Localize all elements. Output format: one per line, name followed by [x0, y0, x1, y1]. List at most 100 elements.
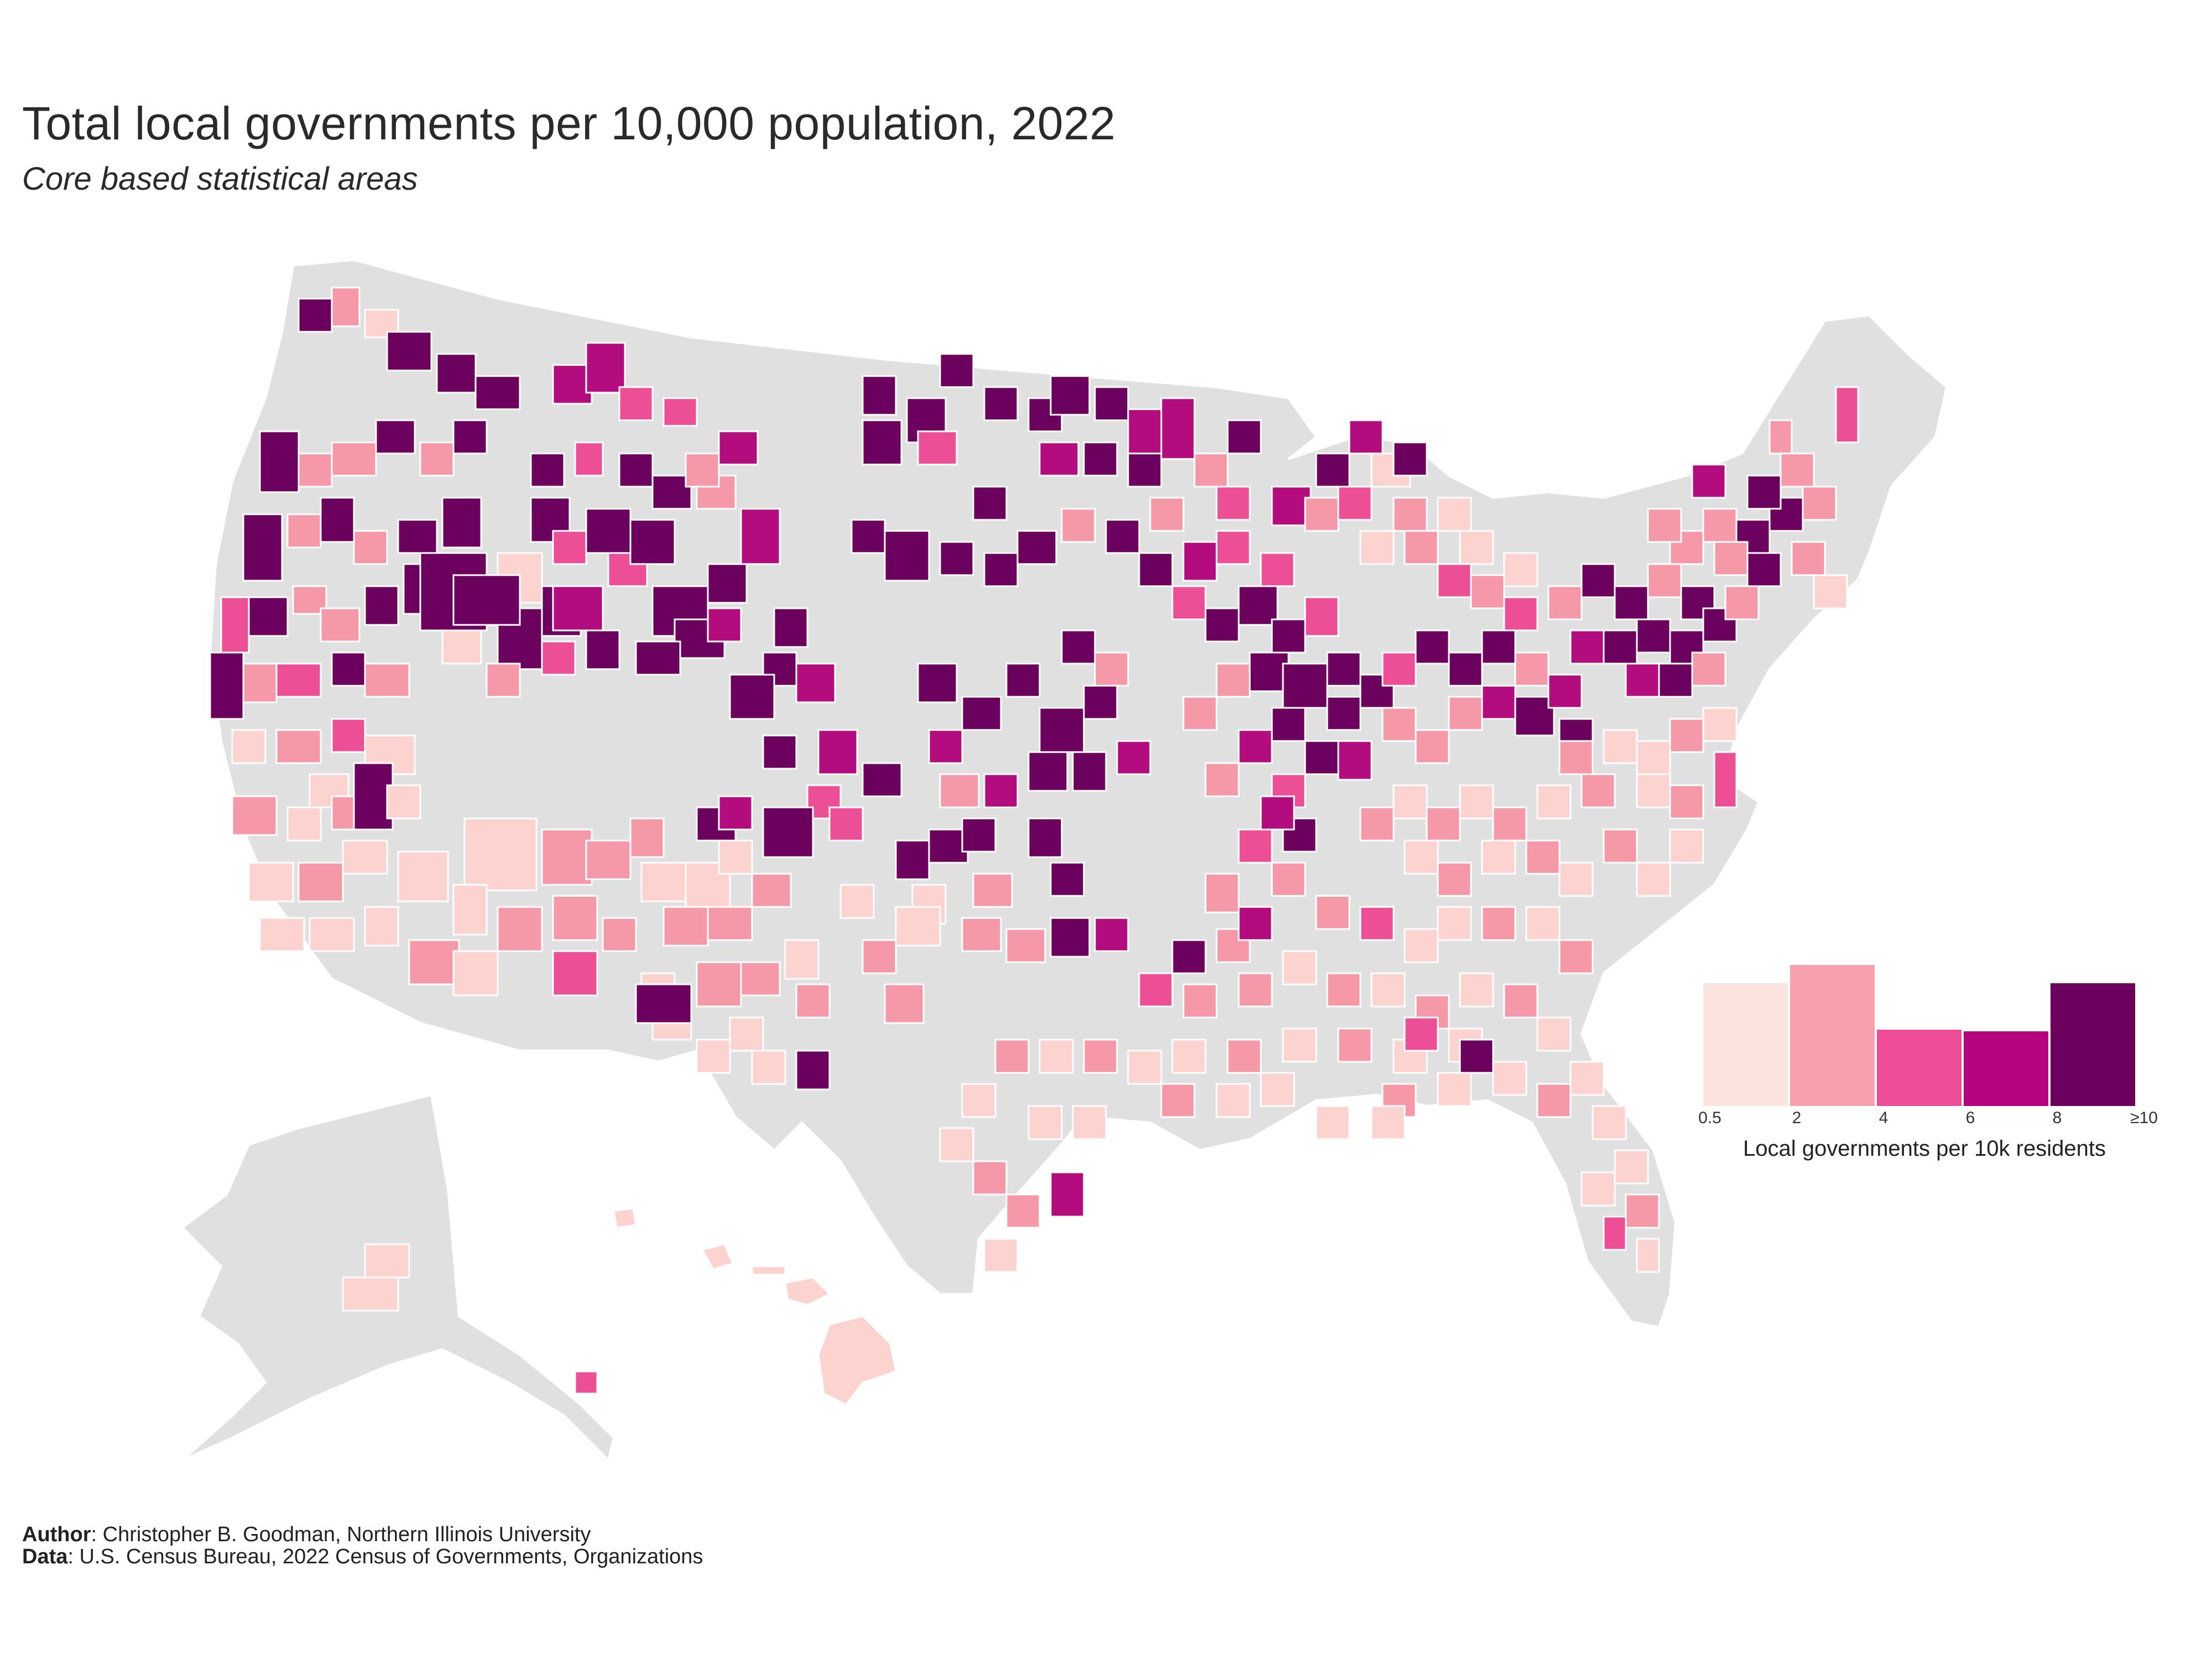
cbsa-region — [1459, 784, 1494, 820]
cbsa-region — [1525, 906, 1561, 941]
cbsa-region — [1359, 530, 1395, 565]
cbsa-region — [463, 817, 538, 891]
cbsa-region — [1005, 928, 1046, 963]
cbsa-region — [718, 795, 753, 831]
cbsa-region — [1359, 806, 1395, 842]
cbsa-region — [1669, 718, 1704, 753]
legend-ticks: 0.5 2 4 6 8 ≥10 — [1698, 1109, 2158, 1136]
cbsa-region — [862, 419, 902, 466]
cbsa-region — [1625, 662, 1660, 698]
cbsa-region — [1813, 574, 1848, 609]
cbsa-region — [286, 513, 322, 549]
cbsa-region — [961, 696, 1002, 731]
cbsa-region — [1459, 972, 1494, 1008]
legend-tick-label: 0.5 — [1698, 1109, 1721, 1127]
cbsa-region — [795, 1050, 831, 1091]
cbsa-region — [1636, 740, 1671, 775]
cbsa-region — [1592, 1105, 1627, 1140]
cbsa-region — [1238, 729, 1273, 764]
cbsa-region — [1603, 828, 1638, 864]
cbsa-region — [1050, 375, 1091, 416]
cbsa-region — [1503, 983, 1538, 1019]
legend-bar — [1703, 983, 1788, 1106]
cbsa-region — [635, 640, 681, 676]
cbsa-region — [541, 640, 576, 676]
cbsa-region — [961, 1083, 997, 1118]
cbsa-region — [275, 662, 322, 698]
cbsa-region — [441, 497, 482, 549]
cbsa-region — [1392, 784, 1428, 820]
cbsa-region — [331, 441, 377, 477]
cbsa-region — [364, 585, 399, 626]
author-credit: Author: Christopher B. Goodman, Northern… — [22, 1524, 703, 1546]
cbsa-region — [1337, 740, 1373, 781]
cbsa-region — [320, 497, 355, 543]
cbsa-region — [1260, 1072, 1295, 1107]
legend-histogram — [1703, 940, 2146, 1106]
cbsa-region — [1238, 972, 1273, 1008]
cbsa-region — [1780, 452, 1815, 488]
cbsa-region — [1182, 696, 1218, 731]
cbsa-region — [1459, 1039, 1494, 1074]
cbsa-region — [1304, 497, 1339, 532]
cbsa-region — [1580, 773, 1616, 808]
cbsa-region — [1669, 828, 1704, 864]
cbsa-region — [1027, 751, 1068, 792]
cbsa-region — [751, 1050, 786, 1085]
cbsa-region — [1204, 607, 1240, 643]
cbsa-region — [707, 906, 753, 941]
cbsa-region — [961, 917, 1002, 952]
cbsa-region — [1603, 1215, 1627, 1251]
cbsa-region — [1160, 397, 1196, 460]
cbsa-region — [259, 430, 300, 493]
cbsa-region — [441, 629, 482, 665]
cbsa-region — [1160, 1083, 1196, 1118]
cbsa-region — [248, 862, 294, 902]
cbsa-region — [1392, 497, 1428, 532]
cbsa-region — [1138, 552, 1173, 587]
cbsa-region — [242, 513, 283, 582]
cbsa-region — [408, 939, 460, 985]
cbsa-region — [552, 530, 587, 565]
legend-bar — [1877, 1030, 1961, 1106]
cbsa-region — [1547, 585, 1583, 620]
cbsa-region — [1039, 441, 1079, 477]
cbsa-region — [552, 950, 598, 997]
cbsa-region — [1282, 1027, 1317, 1063]
cbsa-region — [1481, 629, 1516, 665]
cbsa-region — [1492, 806, 1527, 842]
cbsa-region — [1094, 386, 1129, 421]
cbsa-region — [231, 795, 278, 836]
cbsa-region — [862, 939, 897, 974]
cbsa-region — [1326, 972, 1361, 1008]
cbsa-region — [862, 762, 902, 797]
cbsa-region — [574, 1370, 598, 1395]
cbsa-region — [972, 486, 1008, 521]
cbsa-region — [1348, 419, 1384, 455]
hawaii-oahu — [701, 1243, 734, 1270]
cbsa-region — [386, 331, 432, 372]
cbsa-region — [740, 961, 781, 997]
cbsa-region — [1437, 906, 1472, 941]
cbsa-region — [419, 441, 455, 477]
cbsa-region — [1547, 674, 1583, 709]
cbsa-region — [486, 662, 521, 698]
cbsa-region — [1171, 939, 1207, 974]
cbsa-region — [1437, 563, 1472, 598]
cbsa-region — [552, 585, 604, 632]
legend: 0.5 2 4 6 8 ≥10 Local governments per 10k res… — [1698, 940, 2158, 1172]
cbsa-region — [1204, 762, 1240, 797]
cbsa-region — [1404, 839, 1439, 875]
cbsa-region — [729, 1016, 764, 1052]
cbsa-region — [331, 286, 361, 327]
cbsa-region — [1337, 1027, 1373, 1063]
cbsa-region — [1215, 486, 1251, 521]
cbsa-region — [618, 452, 654, 488]
cbsa-region — [1625, 1193, 1660, 1229]
cbsa-region — [1238, 585, 1279, 626]
hawaii-molokai — [751, 1265, 786, 1276]
cbsa-region — [1260, 795, 1295, 831]
cbsa-region — [1691, 651, 1726, 687]
cbsa-region — [851, 519, 886, 554]
cbsa-region — [1193, 452, 1229, 488]
